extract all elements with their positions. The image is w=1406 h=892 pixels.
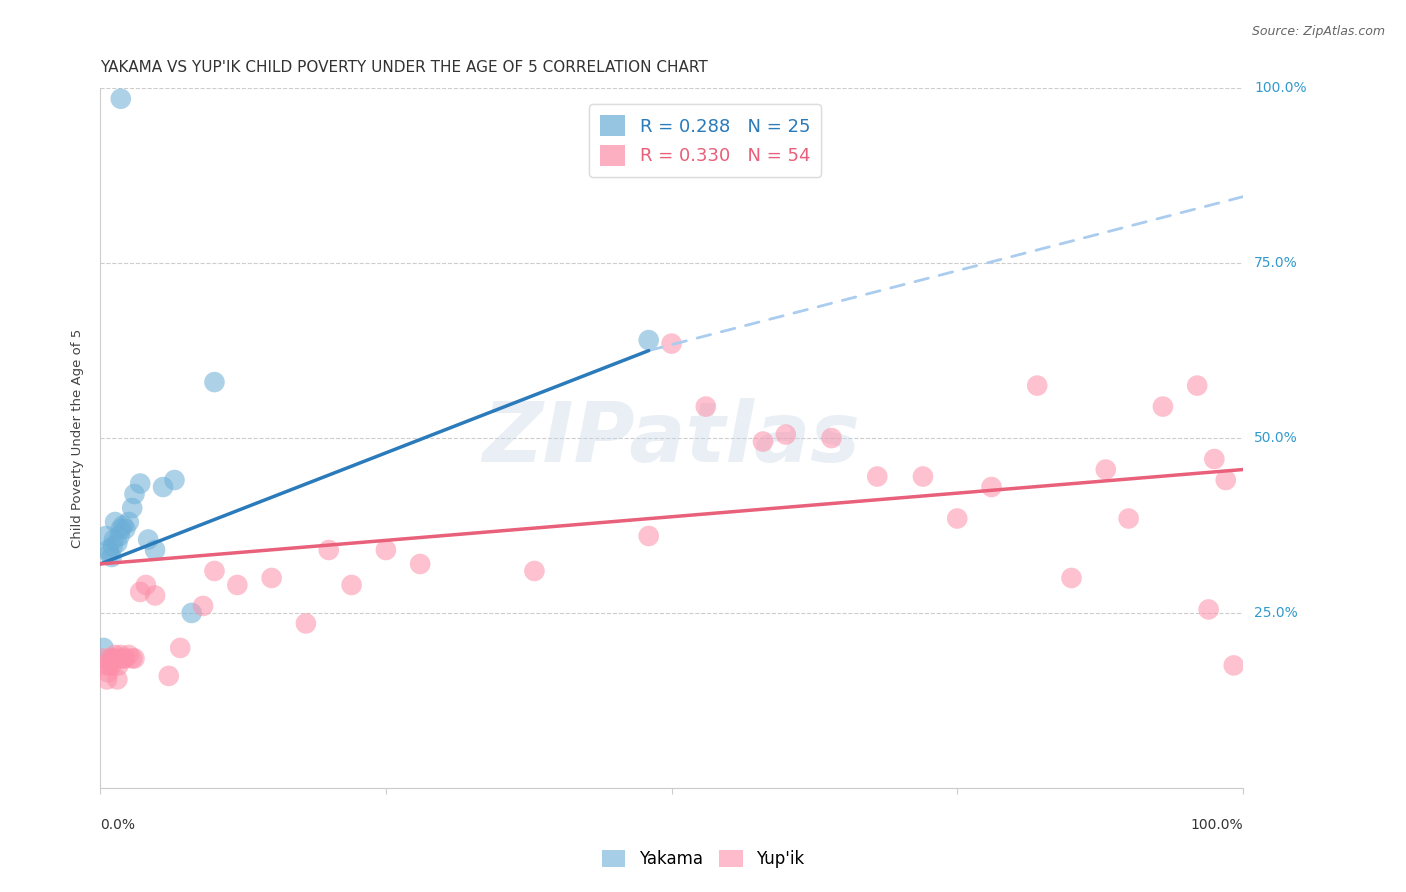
Point xyxy=(204,375,226,389)
Point xyxy=(100,658,122,673)
Point xyxy=(752,434,775,449)
Point xyxy=(226,578,249,592)
Point xyxy=(163,473,186,487)
Point xyxy=(108,529,131,543)
Text: 100.0%: 100.0% xyxy=(1191,818,1243,832)
Point xyxy=(124,487,146,501)
Point xyxy=(101,651,124,665)
Text: 50.0%: 50.0% xyxy=(1254,431,1298,445)
Point xyxy=(143,543,166,558)
Text: 0.0%: 0.0% xyxy=(100,818,135,832)
Point xyxy=(1118,511,1140,525)
Point xyxy=(409,557,432,571)
Point xyxy=(1222,658,1244,673)
Point xyxy=(135,578,157,592)
Point xyxy=(104,515,127,529)
Point xyxy=(100,651,122,665)
Point xyxy=(129,476,152,491)
Point xyxy=(96,673,118,687)
Point xyxy=(94,529,117,543)
Point xyxy=(1198,602,1220,616)
Point xyxy=(1215,473,1237,487)
Point xyxy=(114,522,136,536)
Point xyxy=(1204,452,1226,467)
Point xyxy=(1152,400,1174,414)
Point xyxy=(110,522,132,536)
Point xyxy=(637,333,659,347)
Point xyxy=(97,665,120,680)
Point xyxy=(152,480,174,494)
Point xyxy=(103,533,125,547)
Point xyxy=(129,585,152,599)
Point xyxy=(94,658,117,673)
Text: YAKAMA VS YUP'IK CHILD POVERTY UNDER THE AGE OF 5 CORRELATION CHART: YAKAMA VS YUP'IK CHILD POVERTY UNDER THE… xyxy=(100,60,709,75)
Point xyxy=(110,92,132,106)
Point xyxy=(775,427,797,442)
Text: Source: ZipAtlas.com: Source: ZipAtlas.com xyxy=(1251,25,1385,38)
Point xyxy=(143,589,166,603)
Point xyxy=(374,543,396,558)
Point xyxy=(97,543,120,558)
Text: ZIPatlas: ZIPatlas xyxy=(482,398,860,478)
Point xyxy=(169,640,191,655)
Point xyxy=(112,518,135,533)
Point xyxy=(695,400,717,414)
Point xyxy=(157,669,180,683)
Point xyxy=(114,651,136,665)
Point xyxy=(104,648,127,662)
Point xyxy=(110,648,132,662)
Point xyxy=(180,606,202,620)
Point xyxy=(121,651,143,665)
Text: 100.0%: 100.0% xyxy=(1254,81,1306,95)
Point xyxy=(101,540,124,554)
Point xyxy=(112,651,135,665)
Point xyxy=(93,640,115,655)
Point xyxy=(118,648,141,662)
Point xyxy=(107,658,129,673)
Point xyxy=(1185,378,1208,392)
Point xyxy=(1026,378,1049,392)
Text: 75.0%: 75.0% xyxy=(1254,256,1298,270)
Point xyxy=(523,564,546,578)
Point xyxy=(93,651,115,665)
Point xyxy=(103,651,125,665)
Text: 25.0%: 25.0% xyxy=(1254,606,1298,620)
Point xyxy=(105,673,128,687)
Point xyxy=(946,511,969,525)
Point xyxy=(98,546,121,560)
Point xyxy=(136,533,159,547)
Point xyxy=(108,651,131,665)
Point xyxy=(1060,571,1083,585)
Point xyxy=(318,543,340,558)
Point xyxy=(1094,462,1116,476)
Point xyxy=(866,469,889,483)
Point xyxy=(124,651,146,665)
Point xyxy=(118,515,141,529)
Y-axis label: Child Poverty Under the Age of 5: Child Poverty Under the Age of 5 xyxy=(72,328,84,548)
Point xyxy=(191,599,214,613)
Point xyxy=(911,469,934,483)
Legend: Yakama, Yup'ik: Yakama, Yup'ik xyxy=(595,843,811,875)
Point xyxy=(260,571,283,585)
Point xyxy=(100,549,122,564)
Point xyxy=(637,529,659,543)
Point xyxy=(980,480,1002,494)
Point xyxy=(661,336,683,351)
Point xyxy=(820,431,842,445)
Point xyxy=(204,564,226,578)
Legend: R = 0.288   N = 25, R = 0.330   N = 54: R = 0.288 N = 25, R = 0.330 N = 54 xyxy=(589,104,821,177)
Point xyxy=(340,578,363,592)
Point xyxy=(121,501,143,516)
Point xyxy=(98,658,121,673)
Point xyxy=(295,616,318,631)
Point xyxy=(105,536,128,550)
